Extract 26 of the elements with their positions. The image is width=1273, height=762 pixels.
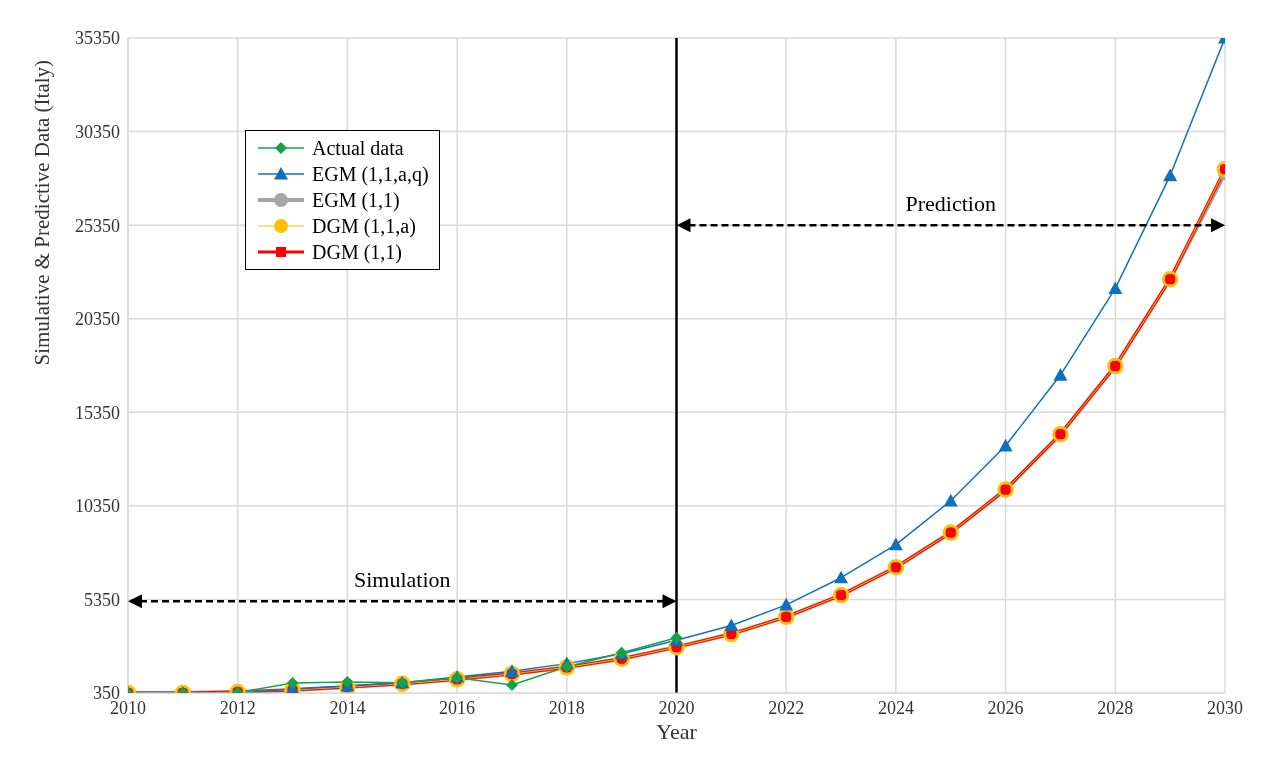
legend-label: DGM (1,1,a) (312, 214, 416, 238)
x-tick-label: 2016 (439, 697, 476, 718)
x-tick-label: 2030 (1207, 697, 1243, 718)
y-tick-label: 30350 (75, 121, 120, 142)
x-axis-title: Year (656, 719, 698, 744)
x-tick-label: 2020 (658, 697, 695, 718)
x-tick-label: 2024 (877, 697, 914, 718)
legend-label: EGM (1,1,a,q) (312, 162, 429, 186)
annotation: Prediction (905, 191, 996, 217)
y-tick-label: 25350 (75, 215, 120, 236)
annotation: Simulation (353, 567, 451, 593)
y-tick-label: 20350 (75, 309, 120, 330)
x-tick-label: 2028 (1097, 697, 1134, 718)
x-tick-label: 2026 (987, 697, 1024, 718)
x-tick-label: 2022 (768, 697, 805, 718)
legend-label: Actual data (312, 136, 404, 160)
y-tick-label: 10350 (75, 496, 120, 517)
y-tick-label: 35350 (75, 28, 120, 49)
legend-label: EGM (1,1) (312, 188, 400, 212)
x-tick-label: 2012 (219, 697, 256, 718)
y-tick-label: 15350 (75, 402, 120, 423)
legend-label: DGM (1,1) (312, 240, 402, 264)
x-tick-label: 2018 (548, 697, 585, 718)
y-axis-title: Simulative & Predictive Data (Italy) (30, 59, 55, 366)
y-tick-label: 5350 (84, 589, 120, 610)
x-tick-label: 2014 (329, 697, 366, 718)
